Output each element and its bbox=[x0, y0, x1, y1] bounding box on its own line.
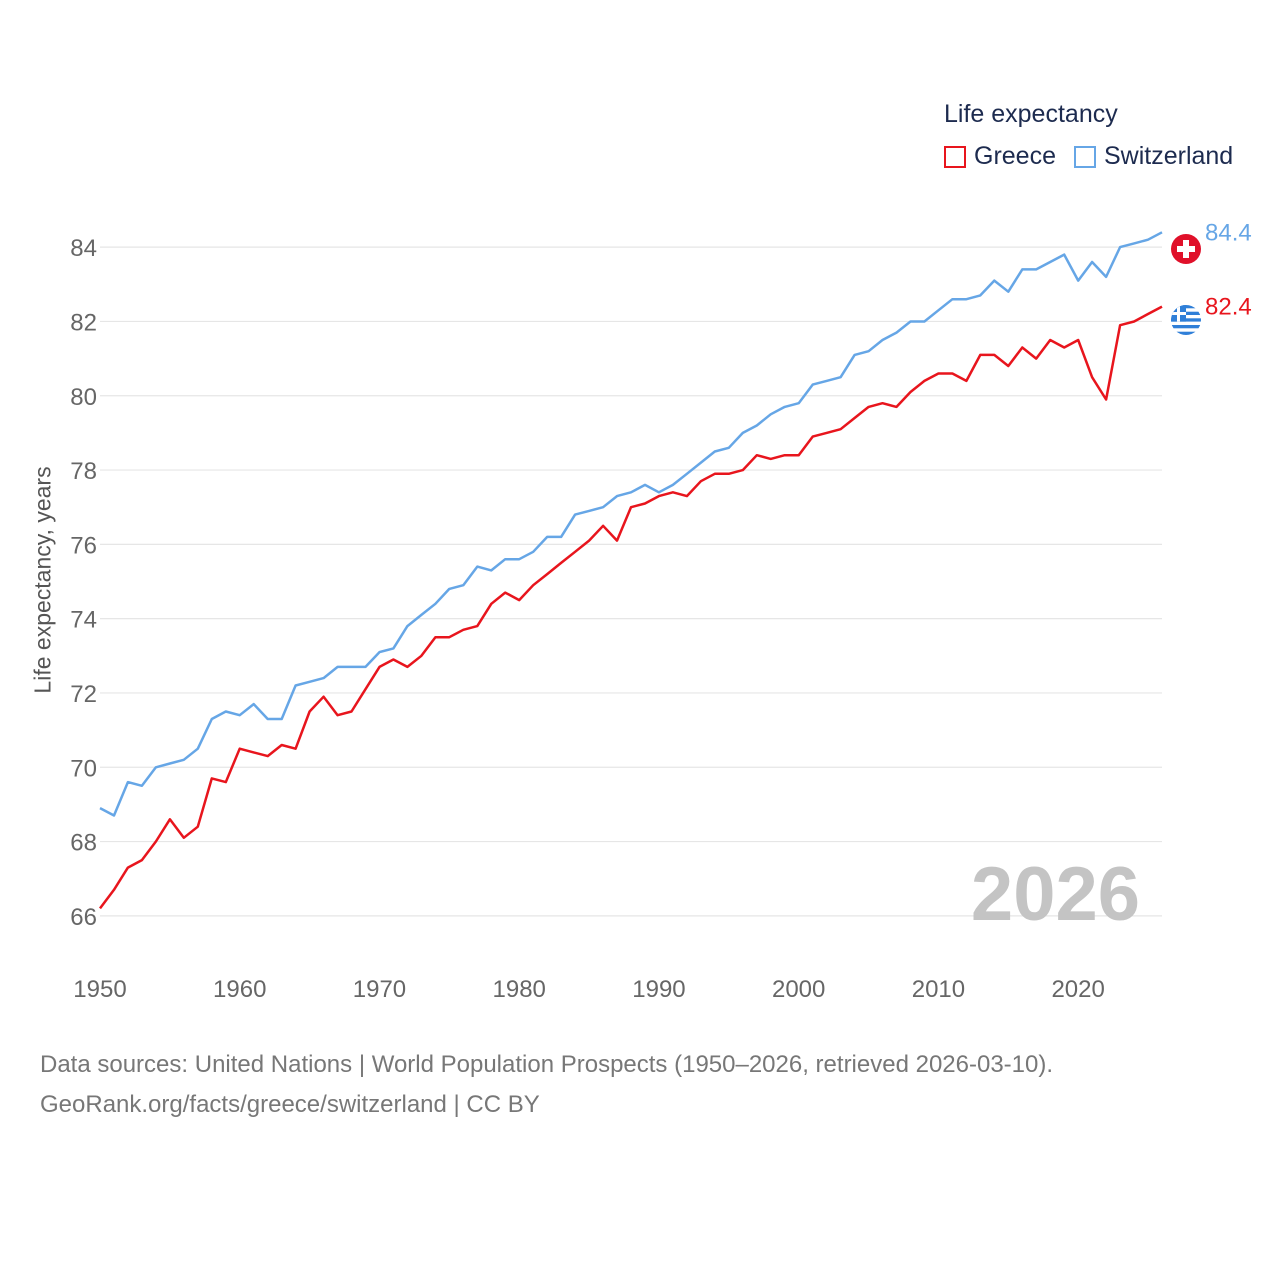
series-line-greece[interactable] bbox=[99, 305, 1163, 910]
y-tick-label: 72 bbox=[70, 681, 97, 708]
x-tick-label: 2000 bbox=[772, 976, 825, 1003]
legend-item-greece[interactable]: Greece bbox=[944, 142, 1056, 171]
source-note: Data sources: United Nations | World Pop… bbox=[40, 1045, 1053, 1125]
x-tick-label: 2020 bbox=[1051, 976, 1104, 1003]
series-lines bbox=[99, 231, 1163, 910]
y-tick-label: 78 bbox=[70, 458, 97, 485]
y-tick-label: 80 bbox=[70, 384, 97, 411]
x-tick-label: 1960 bbox=[213, 976, 266, 1003]
y-tick-label: 74 bbox=[70, 607, 97, 634]
legend-label-greece: Greece bbox=[974, 142, 1056, 170]
source-line-2[interactable]: GeoRank.org/facts/greece/switzerland | C… bbox=[40, 1091, 540, 1118]
x-tick-labels: 1950 1960 1970 1980 1990 2000 2010 2020 bbox=[73, 976, 1105, 1003]
legend-title: Life expectancy bbox=[944, 100, 1118, 128]
legend-swatch-switzerland bbox=[1073, 145, 1096, 168]
y-tick-label: 70 bbox=[70, 755, 97, 782]
end-value-labels: 82.4 84.4 bbox=[1205, 219, 1252, 320]
legend-item-switzerland[interactable]: Switzerland bbox=[1073, 142, 1234, 171]
y-axis-label: Life expectancy, years bbox=[29, 466, 56, 694]
end-markers bbox=[1171, 234, 1201, 335]
y-tick-label: 66 bbox=[70, 904, 97, 931]
legend-label-switzerland: Switzerland bbox=[1103, 142, 1234, 170]
x-tick-label: 1990 bbox=[632, 976, 685, 1003]
y-tick-labels: 66 68 70 72 74 76 78 80 82 84 bbox=[70, 235, 97, 931]
series-line-switzerland[interactable] bbox=[99, 231, 1163, 817]
x-tick-label: 1950 bbox=[73, 976, 126, 1003]
x-tick-label: 2010 bbox=[912, 976, 965, 1003]
y-tick-label: 68 bbox=[70, 830, 97, 857]
legend-swatch-greece bbox=[944, 145, 966, 168]
greece-flag-icon bbox=[1171, 305, 1201, 335]
x-tick-label: 1980 bbox=[493, 976, 546, 1003]
switzerland-flag-icon bbox=[1171, 234, 1201, 264]
current-year-label: 2026 bbox=[971, 852, 1140, 937]
source-line-1: Data sources: United Nations | World Pop… bbox=[40, 1051, 1054, 1078]
grid-lines bbox=[100, 246, 1162, 917]
x-tick-label: 1970 bbox=[353, 976, 406, 1003]
y-tick-label: 84 bbox=[70, 235, 97, 262]
y-tick-label: 82 bbox=[70, 309, 97, 336]
end-label-greece: 82.4 bbox=[1205, 294, 1252, 321]
end-label-switzerland: 84.4 bbox=[1205, 219, 1252, 246]
legend: Greece Switzerland bbox=[944, 142, 1251, 171]
y-tick-label: 76 bbox=[70, 532, 97, 559]
